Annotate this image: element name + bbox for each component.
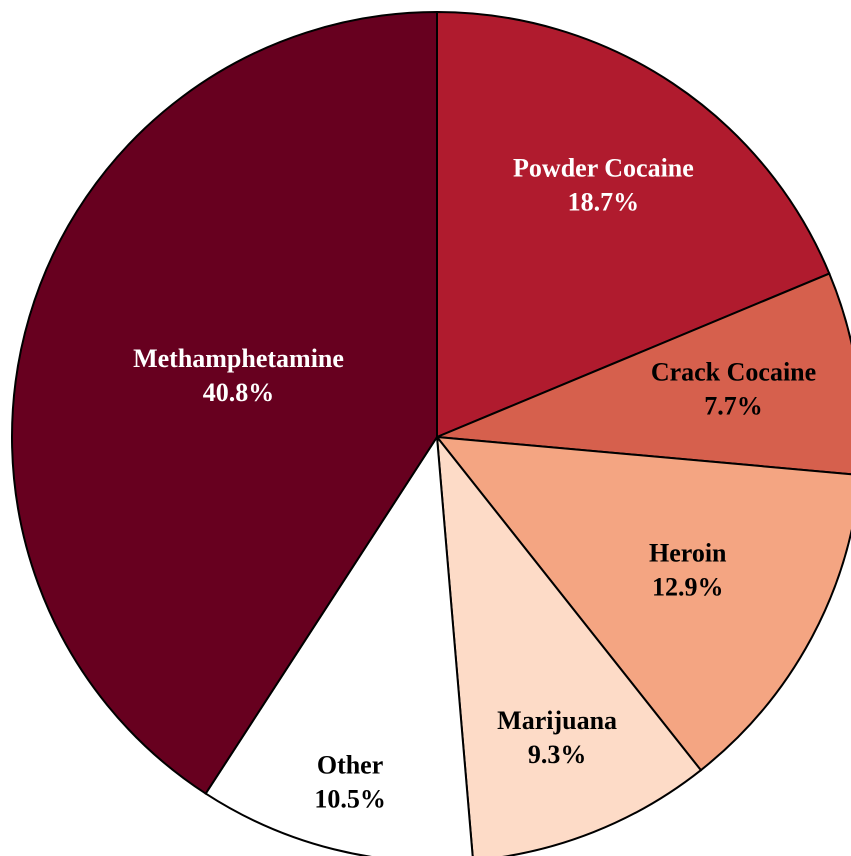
slice-value-label: 7.7% xyxy=(704,391,763,420)
pie-slice xyxy=(435,433,703,856)
slice-label: Marijuana xyxy=(497,706,617,735)
slice-label: Heroin xyxy=(649,538,727,567)
pie-slice xyxy=(436,272,851,476)
slice-value-label: 18.7% xyxy=(568,187,640,216)
pie-slice xyxy=(436,10,831,439)
pie-slice xyxy=(11,10,438,795)
slice-value-label: 10.5% xyxy=(314,784,386,813)
slice-label: Powder Cocaine xyxy=(513,153,694,182)
slice-label: Crack Cocaine xyxy=(651,357,816,386)
pie-slice xyxy=(204,434,474,856)
pie-slice xyxy=(434,435,851,772)
slice-value-label: 40.8% xyxy=(203,378,275,407)
slice-label: Other xyxy=(317,750,383,779)
slice-label: Methamphetamine xyxy=(133,344,344,373)
slice-value-label: 9.3% xyxy=(528,740,587,769)
slice-value-label: 12.9% xyxy=(652,572,724,601)
